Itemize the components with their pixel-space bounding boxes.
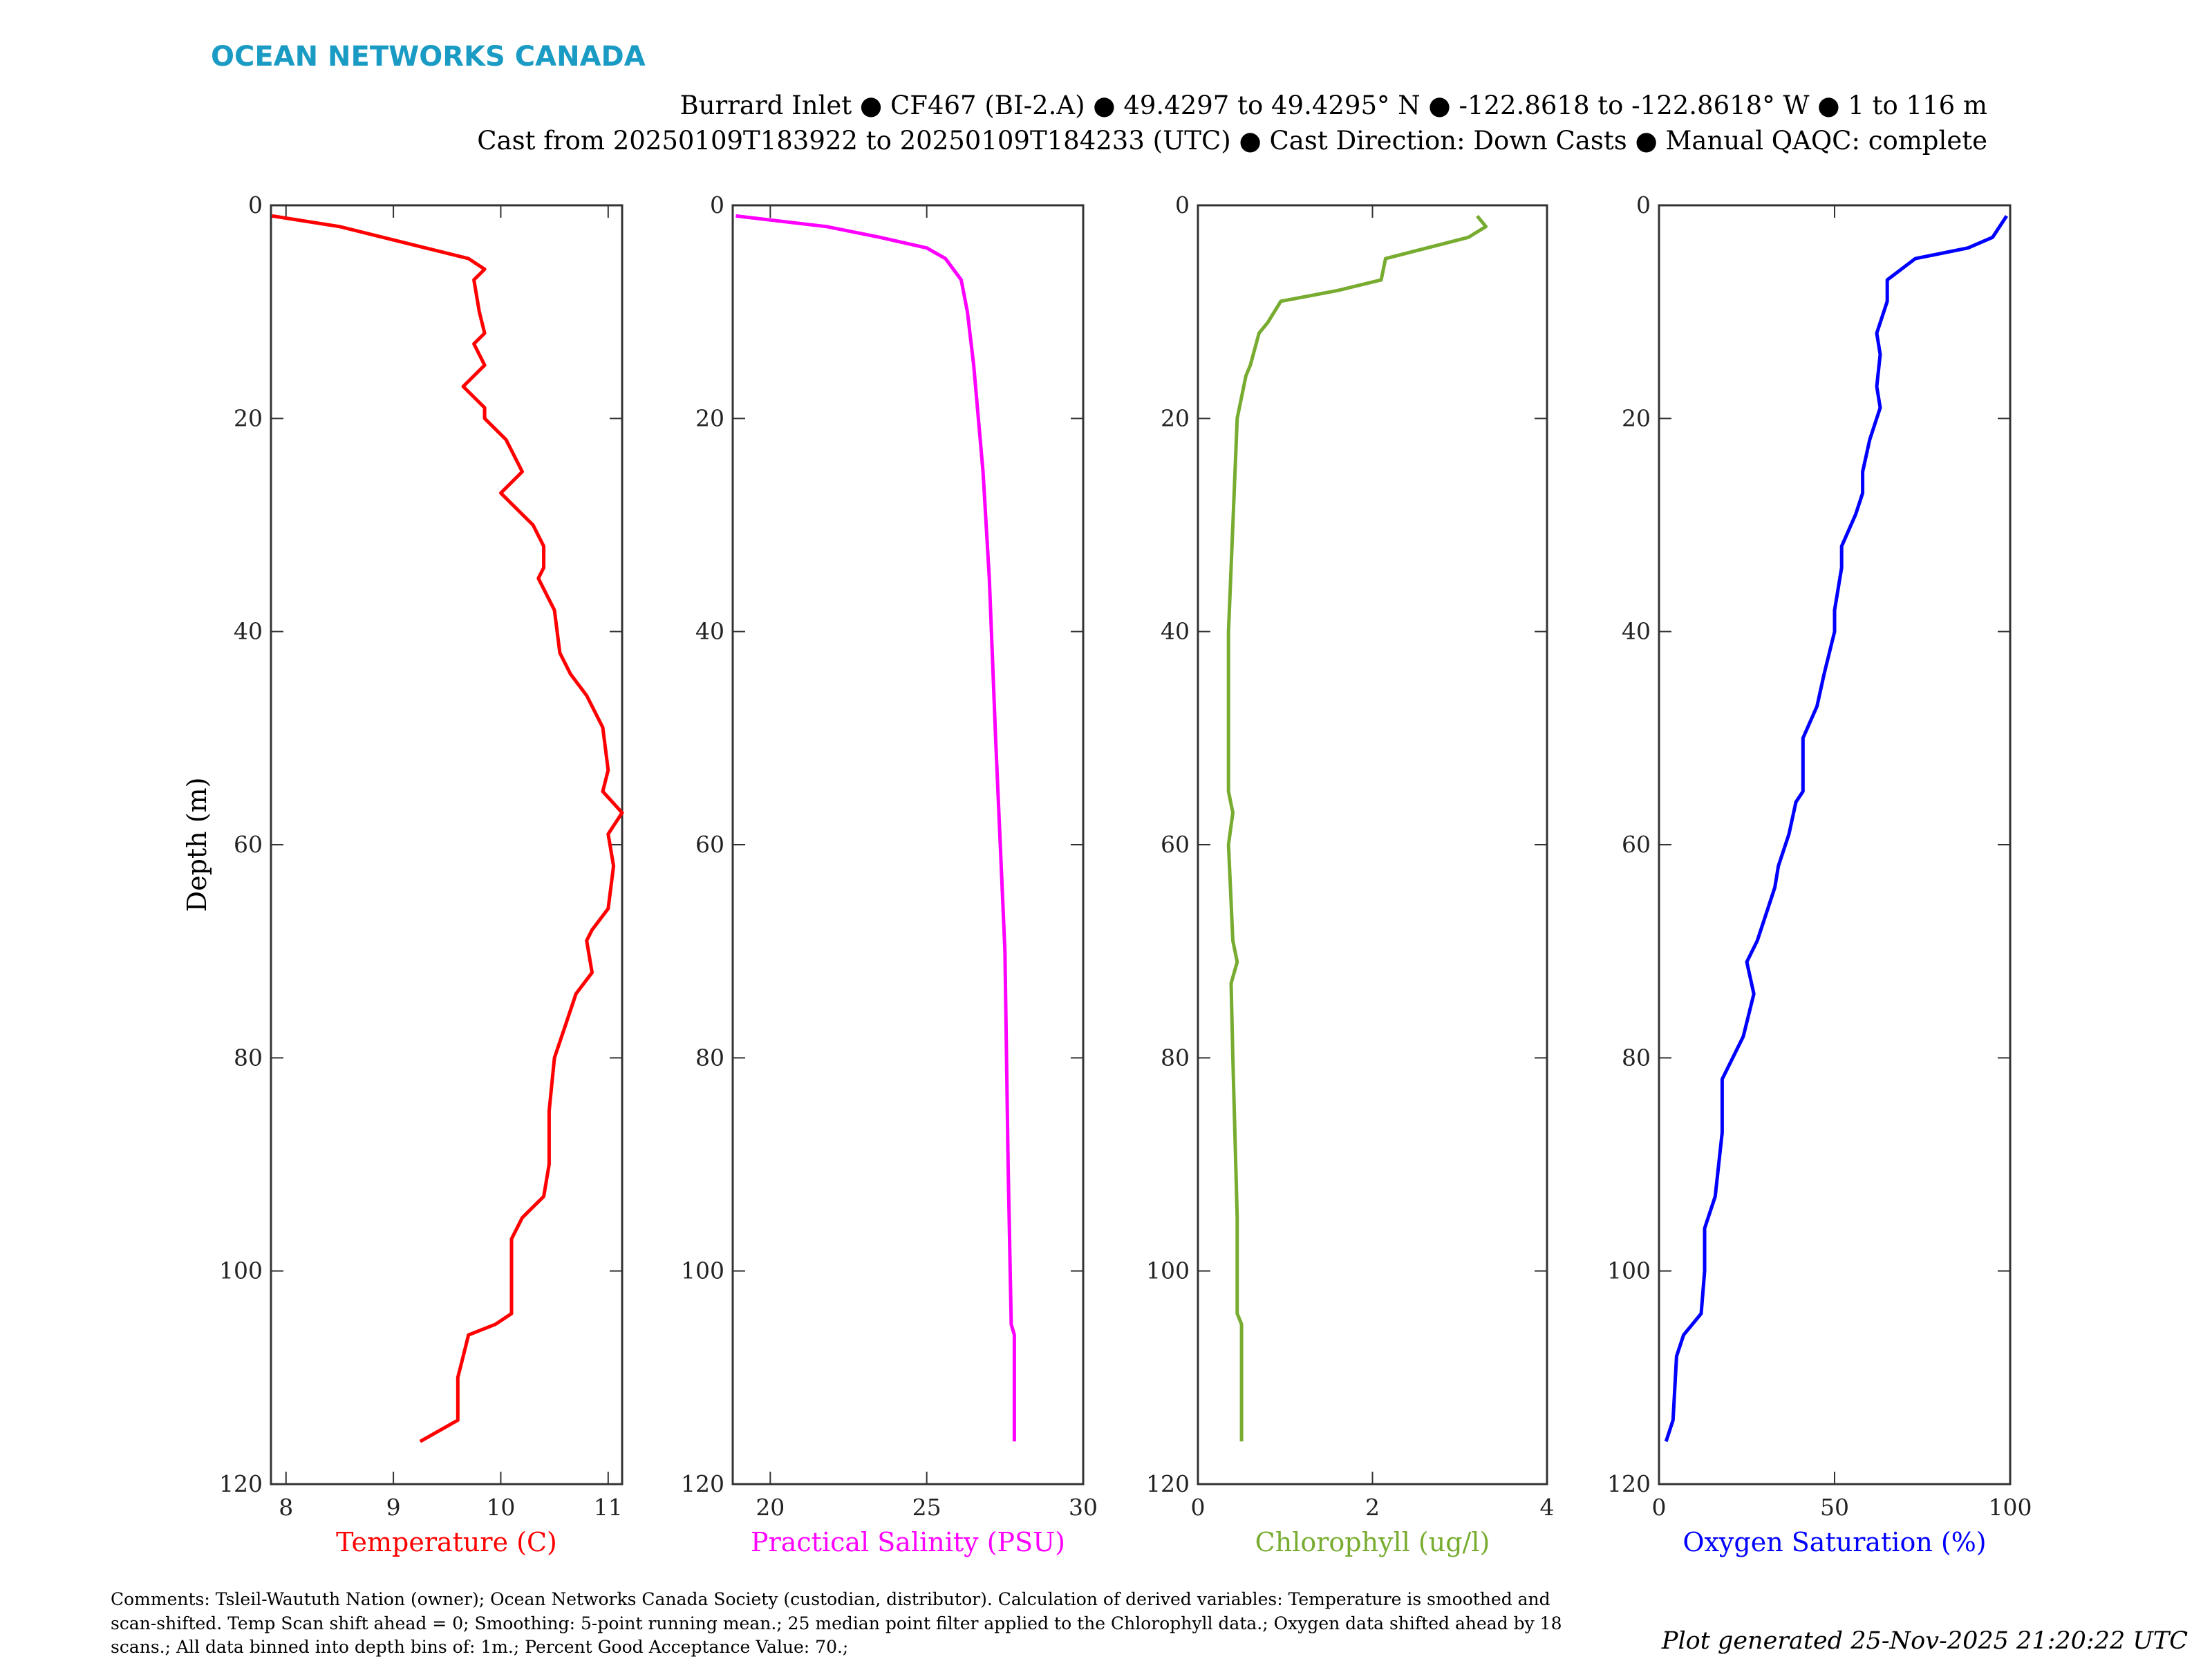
y-tick-label: 100 <box>1146 1257 1190 1284</box>
y-tick-label: 60 <box>1622 831 1651 858</box>
profile-line-3 <box>1226 214 1488 1442</box>
profile-line-2 <box>735 214 1016 1442</box>
x-axis-label-1: Temperature (C) <box>336 1527 557 1557</box>
x-tick-label: 30 <box>1069 1494 1098 1521</box>
y-tick-label: 100 <box>681 1257 724 1284</box>
y-tick-label: 20 <box>1161 404 1190 431</box>
panel-1: 0 20 40 60 80 100 120 8 9 10 11 Temperature (C) <box>219 191 624 1557</box>
y-tick-label: 120 <box>219 1470 263 1497</box>
x-axis-label-4: Oxygen Saturation (%) <box>1683 1527 1986 1557</box>
profile-line-1 <box>272 214 624 1443</box>
y-tick-label: 100 <box>1607 1257 1651 1284</box>
y-tick-label: 20 <box>695 404 724 431</box>
y-tick-label: 60 <box>695 831 724 858</box>
x-tick-label: 0 <box>1191 1494 1206 1521</box>
plot-generated-timestamp: Plot generated 25-Nov-2025 21:20:22 UTC <box>1661 1627 2188 1655</box>
y-axis-label: Depth (m) <box>182 778 212 912</box>
y-tick-label: 0 <box>1636 191 1651 218</box>
y-tick-label: 60 <box>1161 831 1190 858</box>
x-tick-label: 8 <box>279 1494 293 1521</box>
x-axis-label-3: Chlorophyll (ug/l) <box>1255 1527 1490 1557</box>
comments-line-3: scans.; All data binned into depth bins … <box>111 1637 848 1657</box>
x-tick-label: 25 <box>912 1494 941 1521</box>
y-tick-label: 0 <box>710 191 724 218</box>
axes-box <box>1658 204 2012 1485</box>
y-tick-label: 40 <box>1161 618 1190 645</box>
y-tick-label: 20 <box>1622 404 1651 431</box>
y-tick-label: 60 <box>234 831 263 858</box>
title-line-2: Cast from 20250109T183922 to 20250109T18… <box>477 126 1987 156</box>
y-tick-label: 120 <box>1146 1470 1190 1497</box>
x-tick-label: 10 <box>486 1494 515 1521</box>
x-tick-label: 20 <box>756 1494 785 1521</box>
axes-box <box>731 204 1085 1485</box>
profile-line-4 <box>1664 215 2008 1443</box>
axes-box <box>1197 204 1548 1485</box>
x-tick-label: 0 <box>1652 1494 1667 1521</box>
title-line-1: Burrard Inlet ● CF467 (BI-2.A) ● 49.4297… <box>680 91 1987 120</box>
y-tick-label: 100 <box>219 1257 263 1284</box>
y-tick-label: 40 <box>1622 618 1651 645</box>
y-tick-label: 0 <box>1175 191 1190 218</box>
axes-box <box>270 204 624 1485</box>
x-axis-label-2: Practical Salinity (PSU) <box>751 1527 1065 1557</box>
y-tick-label: 40 <box>234 618 263 645</box>
y-tick-label: 120 <box>1607 1470 1651 1497</box>
x-tick-label: 2 <box>1365 1494 1380 1521</box>
comments-line-1: Comments: Tsleil-Waututh Nation (owner);… <box>111 1589 1550 1609</box>
y-tick-label: 80 <box>234 1044 263 1071</box>
x-tick-label: 100 <box>1989 1494 2032 1521</box>
x-tick-label: 50 <box>1820 1494 1849 1521</box>
x-tick-label: 9 <box>386 1494 401 1521</box>
x-tick-label: 11 <box>594 1494 623 1521</box>
y-tick-label: 20 <box>234 404 263 431</box>
y-tick-label: 80 <box>1161 1044 1190 1071</box>
y-tick-label: 80 <box>1622 1044 1651 1071</box>
y-tick-label: 120 <box>681 1470 724 1497</box>
y-tick-label: 0 <box>248 191 263 218</box>
x-tick-label: 4 <box>1540 1494 1555 1521</box>
comments-line-2: scan-shifted. Temp Scan shift ahead = 0;… <box>111 1613 1562 1633</box>
y-tick-label: 80 <box>695 1044 724 1071</box>
y-tick-label: 40 <box>695 618 724 645</box>
onc-logo: OCEAN NETWORKS CANADA <box>211 41 646 73</box>
